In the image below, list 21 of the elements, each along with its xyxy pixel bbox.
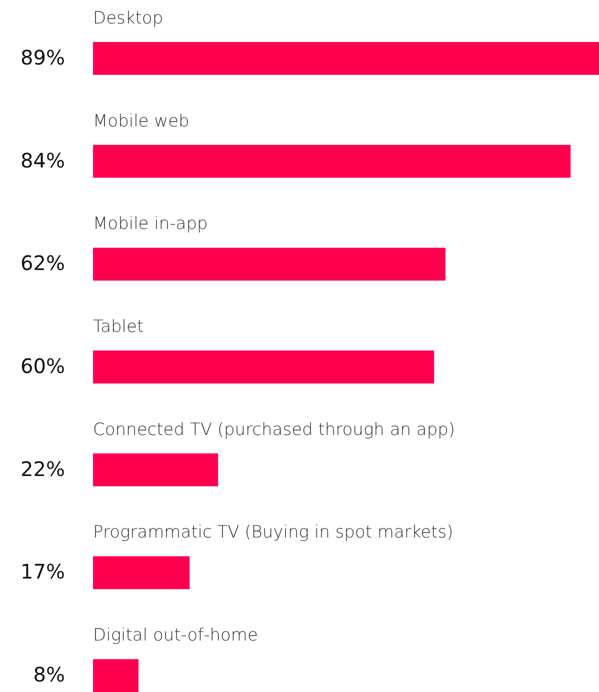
data-label: 89%: [20, 45, 65, 70]
bar: [93, 556, 190, 590]
y-tick-label: Connected TV (purchased through an app): [93, 420, 456, 440]
bar: [93, 248, 446, 281]
data-label: 84%: [20, 148, 65, 172]
y-tick-label: Digital out-of-home: [93, 626, 258, 646]
data-label: 8%: [33, 662, 65, 687]
bar: [93, 659, 138, 692]
data-label: 22%: [20, 456, 65, 481]
y-tick-label: Programmatic TV (Buying in spot markets): [93, 522, 454, 543]
data-label: 17%: [20, 560, 65, 584]
y-tick-label: Mobile in-app: [93, 214, 208, 234]
bar: [93, 144, 571, 178]
data-label: 62%: [20, 251, 65, 276]
bar: [93, 42, 599, 75]
bar: [93, 453, 218, 486]
y-tick-label: Desktop: [93, 8, 164, 28]
bar: [93, 350, 434, 384]
y-tick-label: Mobile web: [93, 111, 190, 132]
data-label: 60%: [20, 354, 65, 378]
y-tick-label: Tablet: [93, 317, 144, 337]
